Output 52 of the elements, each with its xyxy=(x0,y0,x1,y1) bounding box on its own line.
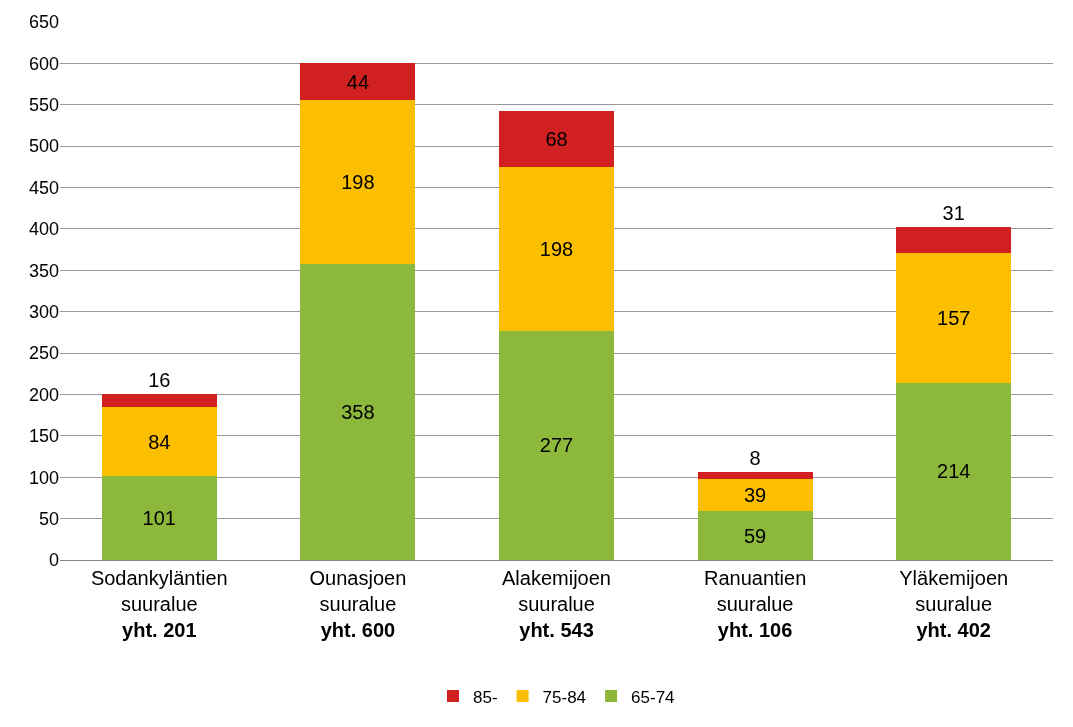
data-label: 358 xyxy=(341,400,375,423)
bar xyxy=(498,110,615,167)
bar xyxy=(101,393,217,407)
y-tick-label: 100 xyxy=(28,467,59,488)
y-tick-label: 0 xyxy=(48,550,59,571)
data-label: 8 xyxy=(749,447,761,470)
bar xyxy=(498,330,615,560)
bar xyxy=(300,263,416,560)
data-label: 277 xyxy=(539,434,574,457)
total-label: yht. 600 xyxy=(320,619,396,641)
bar xyxy=(300,99,416,264)
data-label: 31 xyxy=(942,202,965,225)
data-label: 157 xyxy=(937,306,971,329)
data-label: 198 xyxy=(539,237,574,260)
bar xyxy=(101,476,217,560)
y-tick-label: 300 xyxy=(28,301,59,322)
y-tick-label: 600 xyxy=(28,53,59,74)
total-label: yht. 201 xyxy=(122,619,197,641)
bar xyxy=(896,382,1012,560)
y-tick-label: 450 xyxy=(28,177,59,198)
y-tick-label: 650 xyxy=(28,12,59,33)
bar xyxy=(896,252,1012,383)
legend-label: 85- xyxy=(473,687,498,707)
bar xyxy=(896,227,1012,253)
y-tick-label: 200 xyxy=(28,384,59,405)
bar xyxy=(498,166,615,331)
data-label: 16 xyxy=(148,368,171,391)
data-label: 59 xyxy=(743,524,767,547)
data-label: 84 xyxy=(148,430,171,453)
data-label: 68 xyxy=(545,127,568,150)
total-label: yht. 402 xyxy=(916,619,991,641)
y-tick-label: 550 xyxy=(28,95,59,116)
data-label: 39 xyxy=(743,484,767,507)
bar xyxy=(697,511,813,560)
y-tick-label: 150 xyxy=(28,426,59,447)
data-label: 101 xyxy=(142,507,176,530)
data-label: 198 xyxy=(341,170,375,193)
y-tick-label: 50 xyxy=(38,508,59,529)
data-label: 214 xyxy=(937,460,971,483)
y-tick-label: 350 xyxy=(28,260,59,281)
y-tick-label: 250 xyxy=(28,343,59,364)
y-tick-label: 400 xyxy=(28,219,59,240)
legend-label: 75-84 xyxy=(542,687,587,707)
bar xyxy=(697,478,813,512)
total-label: yht. 106 xyxy=(717,619,793,641)
data-label: 44 xyxy=(346,70,370,93)
total-label: yht. 543 xyxy=(519,619,594,641)
bar xyxy=(101,406,217,477)
legend-label: 65-74 xyxy=(631,687,675,707)
bar xyxy=(300,63,416,100)
y-tick-label: 500 xyxy=(28,136,59,157)
bar xyxy=(697,472,813,479)
